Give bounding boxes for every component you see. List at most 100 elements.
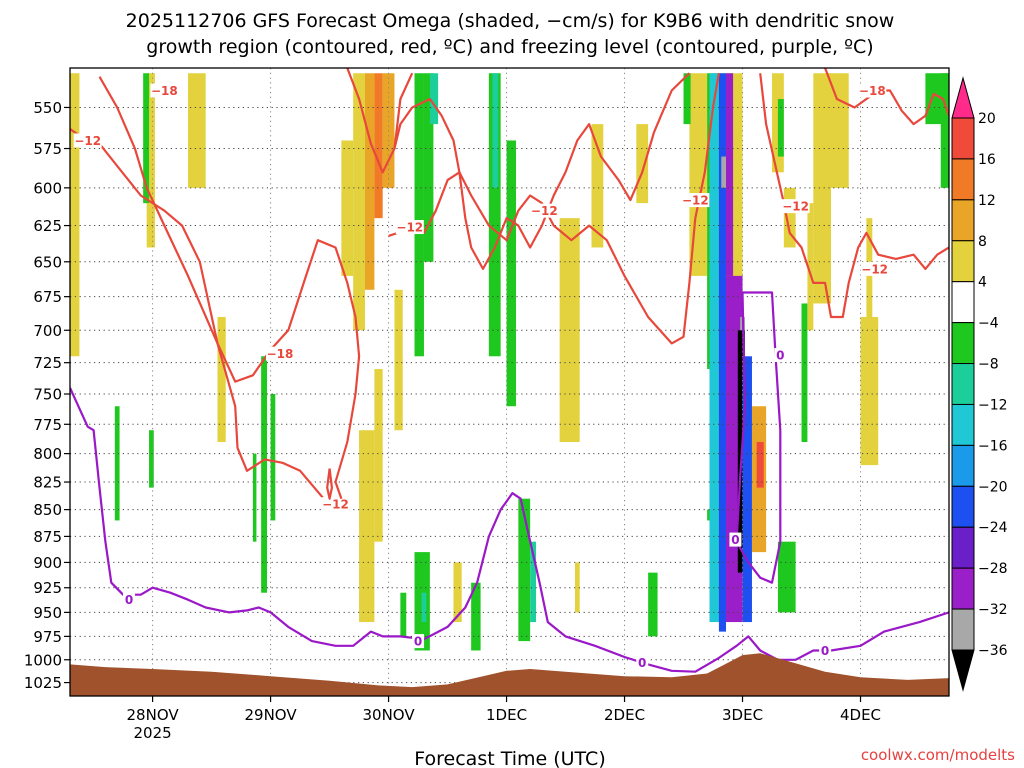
contour-label-bg — [73, 133, 102, 148]
plot-frame — [69, 67, 950, 697]
red-contour-line — [346, 68, 414, 174]
red-contour-line — [393, 72, 691, 270]
x-tick-label: 4DEC — [840, 706, 881, 724]
y-tick-label: 675 — [33, 288, 62, 306]
colorbar-swatch — [951, 363, 975, 405]
omega-cell — [518, 498, 531, 642]
colorbar-label: −4 — [978, 316, 999, 332]
colorbar-swatch — [951, 403, 975, 446]
omega-cell — [807, 203, 814, 331]
purple-contour-label: 0 — [638, 656, 646, 670]
colorbar-swatch — [951, 485, 975, 528]
omega-cell — [492, 73, 499, 188]
omega-cell — [261, 356, 268, 593]
omega-cell — [364, 73, 375, 290]
red-contour-label: −12 — [74, 134, 101, 148]
colorbar-swatch — [951, 608, 975, 651]
y-tick-label: 850 — [33, 501, 62, 519]
colorbar-label: −24 — [978, 520, 1008, 536]
contour-label-bg — [774, 347, 787, 362]
red-contour-label: −12 — [531, 204, 558, 218]
chart-title: 2025112706 GFS Forecast Omega (shaded, −… — [126, 10, 895, 32]
red-contour-label: −18 — [267, 347, 294, 361]
colorbar-swatch — [951, 322, 975, 365]
y-tick-label: 925 — [33, 579, 62, 597]
x-tick-label: 3DEC — [722, 706, 763, 724]
omega-cell — [453, 562, 462, 623]
contour-label-bg — [150, 83, 179, 98]
contour-label-bg — [860, 261, 889, 276]
omega-cell — [813, 73, 832, 304]
y-tick-label: 700 — [33, 322, 62, 340]
contour-label-bg — [266, 346, 295, 361]
red-contour-label: −12 — [396, 221, 423, 235]
purple-contour-label: 0 — [414, 635, 422, 649]
omega-cell — [777, 99, 784, 157]
omega-cell — [70, 73, 80, 357]
colorbar-label: −20 — [978, 479, 1008, 495]
red-contour-line — [759, 73, 949, 319]
colorbar-label: −28 — [978, 561, 1008, 577]
y-tick-label: 625 — [33, 217, 62, 235]
omega-cell — [683, 73, 691, 125]
colorbar-label: 20 — [978, 111, 996, 127]
omega-cell — [718, 73, 727, 632]
omega-cell — [636, 124, 649, 204]
omega-cell — [648, 572, 658, 637]
purple-contour-label: 0 — [731, 533, 739, 547]
omega-cell — [149, 430, 154, 488]
contour-label-bg — [636, 655, 649, 670]
x-axis-label: Forecast Time (UTC) — [414, 748, 605, 768]
contour-label-bg — [729, 532, 742, 547]
red-contour-line — [388, 73, 720, 345]
contour-label-bg — [681, 193, 710, 208]
y-tick-label: 575 — [33, 140, 62, 158]
y-tick-label: 825 — [33, 474, 62, 492]
y-tick-label: 750 — [33, 385, 62, 403]
omega-cell — [114, 406, 120, 521]
terrain-area — [70, 653, 949, 696]
omega-cell — [187, 73, 206, 188]
purple-contour-line — [70, 387, 949, 673]
red-contour-line — [824, 68, 949, 126]
red-contour-label: −12 — [682, 194, 709, 208]
omega-cell — [423, 73, 434, 262]
omega-cell — [726, 73, 734, 276]
site-credit: coolwx.com/modelts — [861, 746, 1015, 764]
y-tick-label: 600 — [33, 179, 62, 197]
y-tick-label: 900 — [33, 554, 62, 572]
omega-shading-layer — [70, 73, 949, 651]
omega-cell — [827, 73, 849, 188]
colorbar-label: 8 — [978, 234, 987, 250]
colorbar-label: −8 — [978, 357, 999, 373]
contour-label-bg — [122, 592, 135, 607]
x-tick-label: 30NOV — [363, 706, 416, 724]
colorbar-label: 12 — [978, 193, 996, 209]
omega-cell — [742, 356, 752, 623]
colorbar-top-arrow — [951, 76, 975, 119]
omega-cell — [709, 73, 722, 623]
x-tick-label: 2DEC — [604, 706, 645, 724]
omega-cell — [783, 187, 796, 248]
omega-cell — [860, 316, 879, 466]
red-contour-label: −12 — [782, 200, 809, 214]
omega-cell — [421, 592, 427, 623]
omega-cell — [143, 73, 150, 204]
y-tick-label: 1000 — [24, 651, 62, 669]
y-axis: 550 575 600 625 650 675 700 725 750 775 800 825 850 8… — [24, 99, 70, 692]
omega-cell — [530, 541, 537, 623]
y-tick-label: 550 — [33, 99, 62, 117]
omega-cell — [414, 73, 424, 357]
red-contour-label: −18 — [859, 84, 886, 98]
grid-layer — [70, 68, 949, 696]
contour-label-bg — [858, 83, 887, 98]
contour-label-bg — [819, 643, 832, 658]
omega-cell — [217, 316, 226, 442]
red-contour-label: −12 — [322, 498, 349, 512]
colorbar-label: −12 — [978, 397, 1008, 413]
omega-cell — [429, 73, 439, 125]
colorbar-label: −36 — [978, 643, 1008, 659]
colorbar-label: −32 — [978, 602, 1008, 618]
